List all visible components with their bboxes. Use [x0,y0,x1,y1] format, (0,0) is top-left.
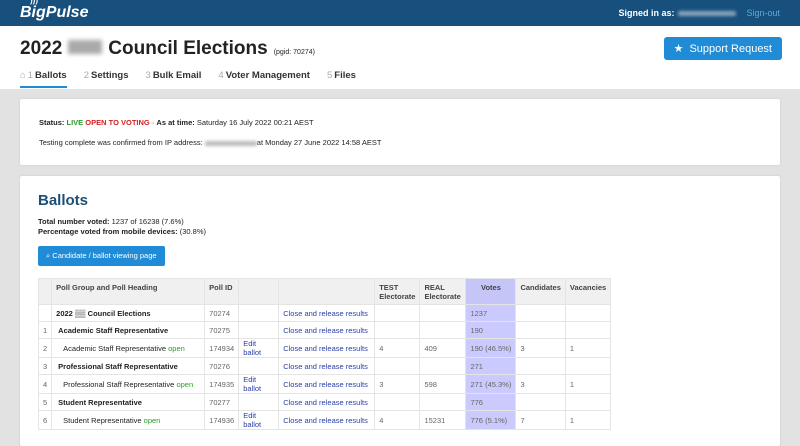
table-row: 6 Student Representative open 174936 Edit b… [37,410,612,430]
signal-icon: ))) [30,0,38,5]
status-open: open [176,379,194,389]
redacted-name [68,40,103,54]
page-header: 2022 Council Elections (pgid: 70274) ★ S… [0,26,800,89]
poll-heading: Professional Staff Representative [51,357,206,375]
poll-heading: Professional Staff Representative open [51,374,206,394]
ip-redacted [204,140,257,146]
poll-heading: Student Representative [51,393,206,411]
support-request-button[interactable]: ★ Support Request [663,37,782,60]
edit-ballot-link [238,357,280,375]
tab-voter-management[interactable]: 4 Voter Management [218,70,310,81]
table-row: 4 Professional Staff Representative open 1… [37,374,612,394]
close-release-link[interactable]: Close and release results [278,374,376,394]
poll-heading: Academic Staff Representative open [51,338,206,358]
status-panel: Status: LIVE OPEN TO VOTING · As at time… [20,99,780,165]
poll-heading: Student Representative open [51,410,206,430]
poll-heading: 2022 ▒▒ Council Elections [51,304,206,322]
username-redacted [678,10,737,16]
page-title: 2022 Council Elections (pgid: 70274) [20,38,315,59]
stats: Total number voted: 1237 of 16238 (7.6%)… [38,217,206,236]
table-row: 2022 ▒▒ Council Elections 70274 Close and… [37,304,612,322]
status-open: open [168,343,185,353]
star-icon: ★ [673,43,684,55]
pgid: (pgid: 70274) [273,49,315,56]
ballots-panel: Ballots Total number voted: 1237 of 1623… [20,176,780,446]
edit-ballot-link[interactable]: Edit ballot [238,338,280,358]
tabs: ⌂ 1 Ballots 2 Settings 3 Bulk Email 4 Voter M… [20,70,780,88]
close-release-link[interactable]: Close and release results [278,304,376,322]
edit-ballot-link [238,304,280,322]
candidate-viewing-button[interactable]: ⌕ Candidate / ballot viewing page [38,246,165,266]
signin-info: Signed in as: Sign-out [618,8,780,18]
tab-settings[interactable]: 2 Settings [83,70,129,81]
search-icon: ⌕ [46,251,51,260]
edit-ballot-link [238,393,280,411]
close-release-link[interactable]: Close and release results [278,338,376,358]
status-open: open [143,415,161,425]
table-row: 1 Academic Staff Representative 70275 Clos… [37,321,612,339]
table-row: 5 Student Representative 70277 Close and r… [37,393,612,411]
testing-line: Testing complete was confirmed from IP a… [39,138,382,147]
status-line: Status: LIVE OPEN TO VOTING · As at time… [39,118,314,127]
edit-ballot-link[interactable]: Edit ballot [238,374,280,394]
home-icon: ⌂ [20,70,26,81]
poll-heading: Academic Staff Representative [51,321,206,339]
tab-bulk-email[interactable]: 3 Bulk Email [145,70,202,81]
ballots-table: Poll Group and Poll Heading Poll ID TEST… [37,278,612,430]
close-release-link[interactable]: Close and release results [278,393,376,411]
close-release-link[interactable]: Close and release results [278,410,376,430]
edit-ballot-link[interactable]: Edit ballot [238,410,280,430]
edit-ballot-link [238,321,280,339]
table-row: 3 Professional Staff Representative 70276… [37,357,612,375]
signout-link[interactable]: Sign-out [746,8,780,18]
top-bar: ))) BigPulse Signed in as: Sign-out [0,0,800,26]
bigpulse-logo[interactable]: ))) BigPulse [20,0,88,22]
close-release-link[interactable]: Close and release results [278,357,376,375]
tab-ballots[interactable]: ⌂ 1 Ballots [20,70,67,88]
tab-files[interactable]: 5 Files [326,70,356,81]
ballots-title: Ballots [38,192,89,209]
table-row: 2 Academic Staff Representative open 17493… [37,338,612,358]
close-release-link[interactable]: Close and release results [278,321,376,339]
